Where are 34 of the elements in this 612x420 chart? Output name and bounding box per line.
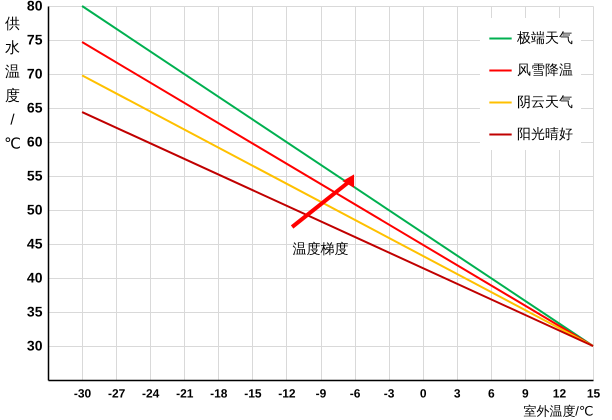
y-tick-label: 65 — [26, 100, 43, 116]
y-tick-label: 80 — [26, 0, 43, 14]
y-tick-label: 35 — [26, 304, 43, 320]
x-tick-label: -30 — [74, 386, 92, 400]
legend-label: 风雪降温 — [517, 62, 573, 78]
x-tick-label: -3 — [384, 386, 395, 400]
x-tick-label: -18 — [210, 386, 228, 400]
y-tick-label: 30 — [26, 338, 43, 354]
y-tick-label: 55 — [26, 168, 43, 184]
x-tick-label: -12 — [278, 386, 296, 400]
x-tick-label: 0 — [420, 386, 427, 400]
x-tick-label: 15 — [586, 386, 600, 400]
x-tick-label: 3 — [454, 386, 461, 400]
legend-label: 极端天气 — [516, 30, 573, 46]
x-tick-label: -24 — [142, 386, 160, 400]
x-tick-label: -27 — [108, 386, 126, 400]
legend-label: 阳光晴好 — [517, 126, 573, 142]
x-tick-label: -9 — [316, 386, 327, 400]
y-tick-label: 50 — [26, 202, 43, 218]
x-tick-label: -21 — [176, 386, 194, 400]
y-axis-title: 供水温度/℃ — [4, 16, 21, 152]
x-tick-label: 6 — [488, 386, 495, 400]
x-tick-label: -15 — [244, 386, 262, 400]
y-tick-label: 75 — [26, 32, 43, 48]
x-axis-title: 室外温度/℃ — [523, 404, 594, 418]
annotation: 温度梯度 — [292, 240, 348, 256]
y-tick-label: 40 — [26, 270, 43, 286]
y-tick-label: 70 — [26, 66, 43, 82]
y-tick-label: 60 — [26, 134, 43, 150]
x-tick-label: 9 — [522, 386, 530, 400]
x-tick-label: -6 — [350, 386, 361, 400]
x-tick-label: 12 — [552, 386, 566, 400]
y-tick-label: 45 — [26, 236, 43, 252]
legend-label: 阴云天气 — [517, 94, 573, 110]
